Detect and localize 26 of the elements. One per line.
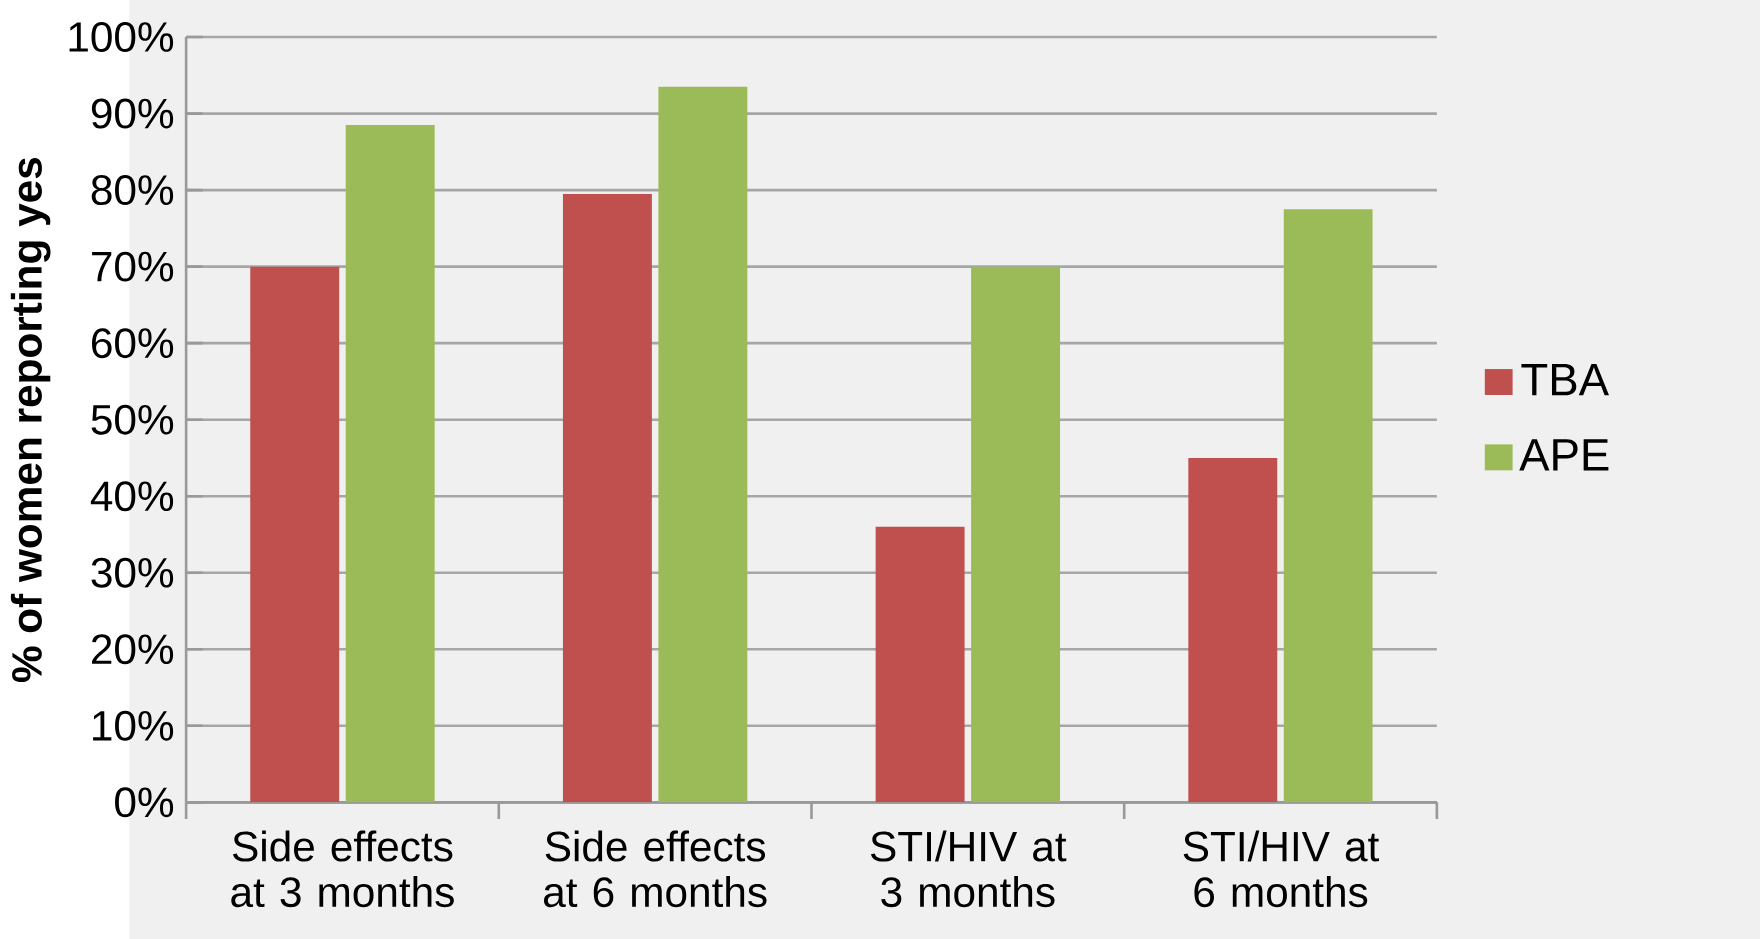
x-tick-label: STI/HIV at 3 months bbox=[870, 830, 1067, 907]
bar bbox=[250, 266, 340, 803]
bar bbox=[875, 526, 965, 803]
x-tick-label: STI/HIV at 6 months bbox=[1183, 830, 1379, 907]
y-tick-label: 100% bbox=[69, 21, 174, 52]
y-tick-label: 60% bbox=[92, 327, 174, 358]
y-tick-label: 30% bbox=[91, 557, 174, 588]
y-tick-label: 40% bbox=[90, 481, 174, 511]
y-tick-label: 90% bbox=[91, 98, 174, 129]
x-tick-label: Side effects at 6 months bbox=[543, 830, 767, 907]
legend-label: APE bbox=[1519, 439, 1609, 471]
y-axis-title: % of women reporting yes bbox=[10, 157, 51, 682]
y-tick-label: 0% bbox=[115, 787, 174, 818]
bar bbox=[971, 266, 1061, 803]
y-tick-label: 20% bbox=[92, 634, 174, 665]
y-tick-label: 70% bbox=[92, 251, 174, 282]
bar bbox=[658, 86, 748, 803]
bar bbox=[562, 193, 652, 803]
bar bbox=[1283, 209, 1373, 803]
x-tick-label: Side effects at 3 months bbox=[231, 830, 454, 907]
y-tick-label: 10% bbox=[93, 710, 174, 741]
bar bbox=[345, 124, 435, 803]
y-tick-label: 80% bbox=[91, 174, 174, 205]
bar bbox=[1188, 457, 1278, 803]
legend-label: TBA bbox=[1521, 363, 1609, 396]
y-tick-label: 50% bbox=[91, 404, 174, 435]
